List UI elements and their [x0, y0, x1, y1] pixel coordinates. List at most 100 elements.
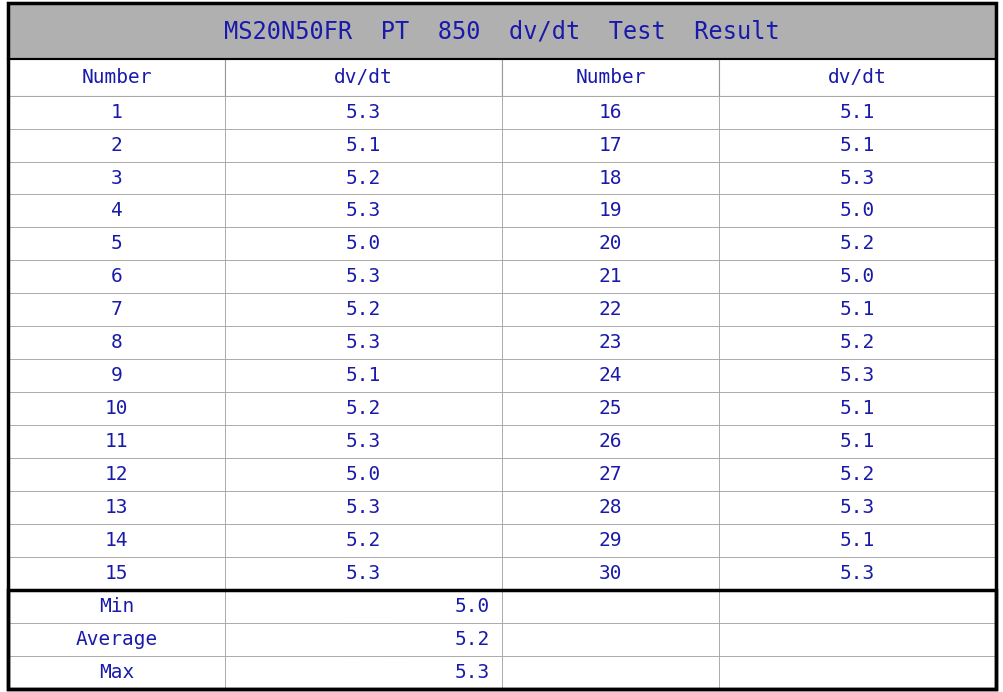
Text: KEIT: KEIT [423, 594, 439, 600]
Bar [718, 293, 995, 326]
Text: 5.2: 5.2 [840, 235, 875, 253]
Text: Number: Number [81, 68, 151, 87]
Bar [502, 458, 718, 491]
Text: 5.1: 5.1 [840, 136, 875, 154]
Bar [502, 590, 718, 623]
Text: 5.1: 5.1 [346, 366, 381, 385]
Bar [718, 655, 995, 689]
Bar [8, 458, 225, 491]
Bar [718, 491, 995, 524]
Bar [225, 260, 502, 293]
Bar [502, 557, 718, 590]
Text: KEIT: KEIT [845, 679, 861, 684]
Bar [718, 161, 995, 194]
Bar [225, 359, 502, 392]
Text: 5.3: 5.3 [840, 564, 875, 583]
Text: Max: Max [99, 662, 134, 682]
Bar [502, 623, 718, 655]
Bar [225, 590, 502, 623]
Bar [8, 359, 225, 392]
Text: 5.1: 5.1 [840, 432, 875, 451]
Bar [8, 161, 225, 194]
Bar [718, 326, 995, 359]
Bar [8, 623, 225, 655]
Text: 29: 29 [599, 531, 622, 550]
Bar [718, 228, 995, 260]
Bar [8, 590, 995, 689]
Text: 30: 30 [599, 564, 622, 583]
Text: KEIT: KEIT [564, 594, 580, 600]
Text: 25: 25 [599, 399, 622, 418]
Text: 5.0: 5.0 [346, 465, 381, 484]
Bar [718, 194, 995, 228]
Bar [225, 194, 502, 228]
Bar [225, 161, 502, 194]
Bar [8, 293, 225, 326]
Text: 16: 16 [599, 102, 622, 122]
Text: 11: 11 [105, 432, 128, 451]
Bar [225, 326, 502, 359]
Text: 5.0: 5.0 [840, 201, 875, 221]
Text: 23: 23 [599, 334, 622, 352]
Bar [718, 392, 995, 425]
Text: 21: 21 [599, 267, 622, 286]
Bar [718, 623, 995, 655]
Text: 5.3: 5.3 [346, 267, 381, 286]
Text: KEIT: KEIT [845, 594, 861, 600]
Bar [225, 129, 502, 161]
Bar [502, 655, 718, 689]
Bar [718, 425, 995, 458]
Text: KEIT: KEIT [704, 594, 720, 600]
Bar [502, 260, 718, 293]
Bar [8, 60, 225, 95]
Text: 5.2: 5.2 [840, 334, 875, 352]
Bar [718, 557, 995, 590]
Text: 8: 8 [110, 334, 122, 352]
Bar [502, 491, 718, 524]
Text: KEIT: KEIT [564, 636, 580, 642]
Bar [225, 293, 502, 326]
Text: Min: Min [99, 597, 134, 616]
Text: 7: 7 [110, 300, 122, 319]
Text: KEIT: KEIT [142, 594, 158, 600]
Text: 5.2: 5.2 [346, 169, 381, 188]
Text: KEIT: KEIT [283, 679, 299, 684]
Bar [225, 458, 502, 491]
Bar [718, 524, 995, 557]
Text: 5.2: 5.2 [454, 630, 489, 648]
Bar [8, 524, 225, 557]
Text: KEIT: KEIT [283, 594, 299, 600]
Text: 3: 3 [110, 169, 122, 188]
Text: 17: 17 [599, 136, 622, 154]
Bar [8, 557, 225, 590]
Text: 5.2: 5.2 [840, 465, 875, 484]
Bar [718, 359, 995, 392]
Bar [502, 326, 718, 359]
Text: KEIT: KEIT [423, 636, 439, 642]
Bar [8, 425, 225, 458]
Text: 26: 26 [599, 432, 622, 451]
Text: Average: Average [75, 630, 157, 648]
Bar [718, 590, 995, 623]
Text: 5.0: 5.0 [840, 267, 875, 286]
Bar [8, 392, 225, 425]
Text: 5.2: 5.2 [346, 399, 381, 418]
Bar [225, 623, 502, 655]
Text: 5.2: 5.2 [346, 300, 381, 319]
Bar [225, 425, 502, 458]
Text: KEIT: KEIT [423, 679, 439, 684]
Text: 28: 28 [599, 498, 622, 517]
Text: 14: 14 [105, 531, 128, 550]
Bar [8, 95, 225, 129]
Bar [8, 491, 225, 524]
Text: 5.3: 5.3 [346, 564, 381, 583]
Text: 13: 13 [105, 498, 128, 517]
Bar [502, 95, 718, 129]
Bar [502, 161, 718, 194]
Text: dv/dt: dv/dt [827, 68, 886, 87]
Bar [718, 129, 995, 161]
Bar [8, 194, 225, 228]
Text: 24: 24 [599, 366, 622, 385]
Text: 5.3: 5.3 [346, 201, 381, 221]
Bar [225, 95, 502, 129]
